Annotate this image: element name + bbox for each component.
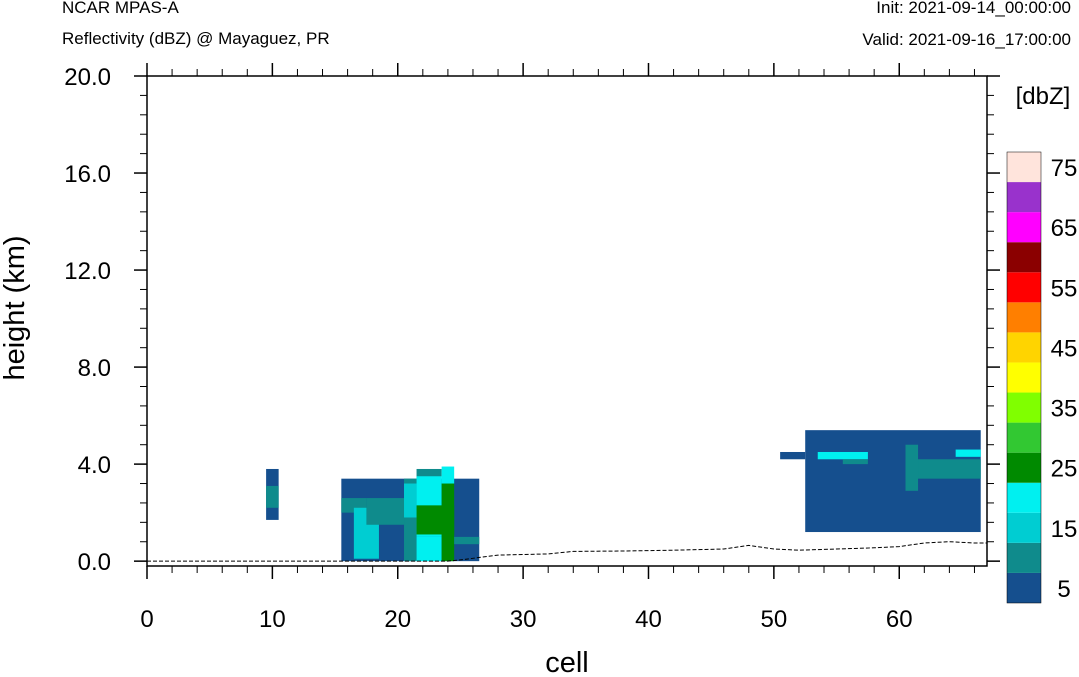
reflectivity-cell xyxy=(266,485,279,508)
y-axis-label: height (km) xyxy=(0,235,31,380)
valid-time: Valid: 2021-09-16_17:00:00 xyxy=(862,30,1071,49)
colorbar-label: 5 xyxy=(1057,576,1070,603)
colorbar-swatch xyxy=(1007,572,1041,603)
colorbar-swatch xyxy=(1007,152,1041,183)
axes: 0 10 20 30 40 50 60 0.0 4.0 8.0 12.0 16.0 20.0 xyxy=(64,63,1000,633)
colorbar-swatch xyxy=(1007,272,1041,303)
colorbar-swatch xyxy=(1007,302,1041,333)
colorbar-label: 35 xyxy=(1051,396,1078,423)
colorbar-swatch xyxy=(1007,362,1041,393)
x-tick-label: 0 xyxy=(140,606,153,633)
reflectivity-cell xyxy=(454,536,480,545)
y-tick-label: 0.0 xyxy=(78,549,111,576)
y-tick-label: 12.0 xyxy=(64,258,111,285)
reflectivity-cell xyxy=(805,430,981,533)
reflectivity-cell xyxy=(955,449,981,457)
x-tick-label: 50 xyxy=(761,606,788,633)
x-tick-label: 10 xyxy=(259,606,286,633)
colorbar-label: 15 xyxy=(1051,516,1078,543)
colorbar-title: [dbZ] xyxy=(1016,83,1071,110)
colorbar-label: 45 xyxy=(1051,335,1078,362)
x-tick-label: 30 xyxy=(510,606,537,633)
colorbar: 5 15 25 35 45 55 65 75 xyxy=(1006,151,1078,604)
plot-title: NCAR MPAS-A xyxy=(62,0,179,17)
reflectivity-cell xyxy=(905,459,981,479)
reflectivity-cells xyxy=(266,430,981,562)
colorbar-swatch xyxy=(1007,392,1041,423)
terrain-polyline xyxy=(147,541,987,562)
x-axis-label: cell xyxy=(545,647,589,677)
reflectivity-cell xyxy=(416,536,442,562)
reflectivity-cell xyxy=(441,466,455,484)
init-time: Init: 2021-09-14_00:00:00 xyxy=(876,0,1071,17)
colorbar-label: 55 xyxy=(1051,275,1078,302)
reflectivity-cell xyxy=(366,498,405,525)
reflectivity-cell xyxy=(817,451,868,460)
colorbar-swatch xyxy=(1007,242,1041,273)
y-tick-label: 20.0 xyxy=(64,64,111,91)
colorbar-swatch xyxy=(1007,512,1041,543)
terrain-line xyxy=(147,541,987,562)
plot-subtitle: Reflectivity (dBZ) @ Mayaguez, PR xyxy=(62,29,330,48)
reflectivity-cell xyxy=(905,444,919,491)
reflectivity-cell xyxy=(441,483,455,562)
colorbar-swatch xyxy=(1007,482,1041,513)
colorbar-label: 65 xyxy=(1051,215,1078,242)
plot-frame xyxy=(146,75,988,567)
colorbar-swatch xyxy=(1007,182,1041,213)
y-tick-label: 16.0 xyxy=(64,161,111,188)
colorbar-label: 25 xyxy=(1051,456,1078,483)
reflectivity-cell xyxy=(842,459,868,465)
x-tick-label: 20 xyxy=(384,606,411,633)
x-tick-label: 60 xyxy=(886,606,913,633)
colorbar-frame xyxy=(1006,151,1042,604)
colorbar-swatch xyxy=(1007,542,1041,573)
colorbar-swatch xyxy=(1007,452,1041,483)
y-tick-label: 8.0 xyxy=(78,355,111,382)
colorbar-label: 75 xyxy=(1051,155,1078,182)
colorbar-swatch xyxy=(1007,212,1041,243)
reflectivity-cell xyxy=(780,451,806,460)
colorbar-swatch xyxy=(1007,422,1041,453)
y-tick-label: 4.0 xyxy=(78,452,111,479)
reflectivity-cell xyxy=(404,483,417,518)
x-tick-label: 40 xyxy=(635,606,662,633)
colorbar-swatch xyxy=(1007,332,1041,363)
